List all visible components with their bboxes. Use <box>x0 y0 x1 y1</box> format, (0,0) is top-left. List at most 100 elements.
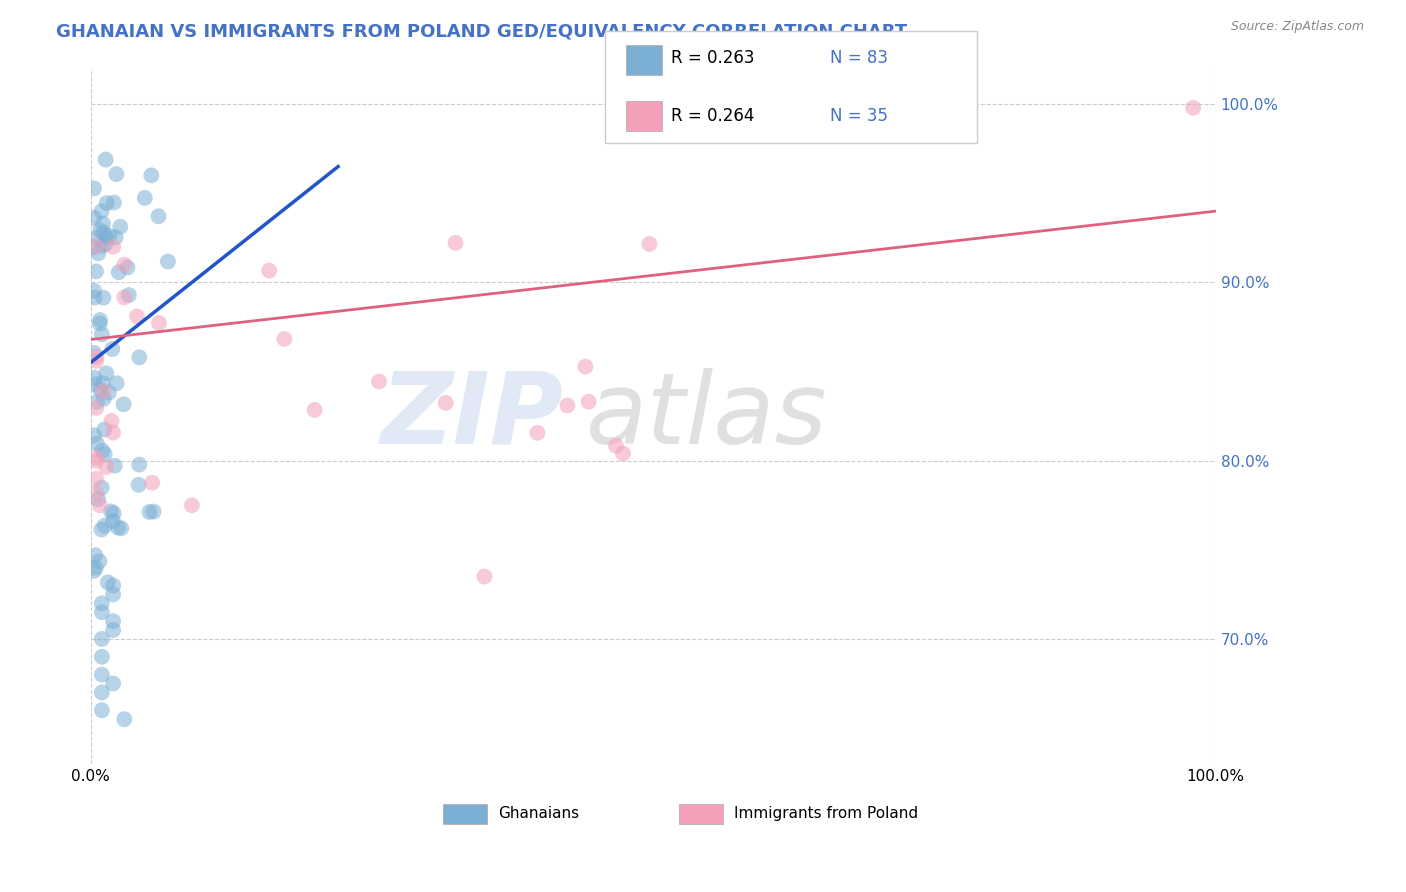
Point <box>117 260 139 275</box>
Point <box>368 375 391 389</box>
Point <box>83 181 105 195</box>
FancyBboxPatch shape <box>679 804 723 824</box>
Point <box>90 523 112 537</box>
Point <box>444 235 467 250</box>
Point <box>101 578 124 592</box>
Point <box>128 478 150 492</box>
Text: R = 0.263: R = 0.263 <box>671 49 754 67</box>
Point <box>97 575 120 590</box>
Point <box>101 240 124 254</box>
Point <box>101 587 124 601</box>
Point <box>90 204 112 219</box>
Point <box>110 219 132 234</box>
Point <box>578 394 600 409</box>
Point <box>84 486 107 500</box>
Point <box>93 291 115 305</box>
Point <box>90 481 112 495</box>
Point <box>83 346 105 360</box>
Point <box>91 384 114 399</box>
Point <box>93 226 115 240</box>
Point <box>474 569 496 583</box>
Point <box>90 649 112 664</box>
Point <box>107 520 129 534</box>
Point <box>138 505 160 519</box>
Point <box>91 217 114 231</box>
Point <box>83 564 105 578</box>
Point <box>101 514 124 528</box>
Point <box>101 676 124 690</box>
Point <box>90 327 112 342</box>
Text: N = 83: N = 83 <box>830 49 887 67</box>
Point <box>125 310 148 324</box>
Text: R = 0.264: R = 0.264 <box>671 107 754 125</box>
Point <box>93 423 115 437</box>
Point <box>90 605 112 619</box>
Point <box>128 351 150 365</box>
Point <box>93 518 115 533</box>
Text: GHANAIAN VS IMMIGRANTS FROM POLAND GED/EQUIVALENCY CORRELATION CHART: GHANAIAN VS IMMIGRANTS FROM POLAND GED/E… <box>56 22 907 40</box>
Point <box>526 425 548 440</box>
Text: Immigrants from Poland: Immigrants from Poland <box>734 806 918 822</box>
Point <box>86 395 108 409</box>
Point <box>83 211 105 225</box>
Point <box>118 288 141 302</box>
Point <box>100 504 122 518</box>
Point <box>93 392 115 406</box>
Point <box>101 614 124 628</box>
Point <box>90 596 112 610</box>
Point <box>148 209 170 223</box>
Point <box>112 712 135 726</box>
Point <box>84 377 107 392</box>
Point <box>84 450 107 465</box>
Point <box>141 475 163 490</box>
Point <box>90 632 112 646</box>
Point <box>93 447 115 461</box>
Point <box>91 376 114 391</box>
Text: atlas: atlas <box>586 368 827 465</box>
Point <box>86 230 108 244</box>
Point <box>101 623 124 637</box>
Text: N = 35: N = 35 <box>830 107 887 125</box>
Point <box>83 240 105 254</box>
Text: ZIP: ZIP <box>380 368 564 465</box>
Point <box>112 258 135 272</box>
Point <box>128 458 150 472</box>
Point <box>84 264 107 278</box>
Point <box>257 263 280 277</box>
Point <box>84 354 107 368</box>
Point <box>101 342 124 356</box>
Point <box>105 376 128 391</box>
Point <box>638 236 661 251</box>
Point <box>134 191 156 205</box>
Point <box>94 236 117 251</box>
Point <box>83 370 105 384</box>
Point <box>84 401 107 415</box>
FancyBboxPatch shape <box>443 804 486 824</box>
Point <box>612 446 634 460</box>
Point <box>91 238 114 252</box>
Point <box>103 195 125 210</box>
Point <box>100 414 122 428</box>
Point <box>90 685 112 699</box>
Point <box>84 472 107 486</box>
Point <box>83 284 105 298</box>
Point <box>605 439 627 453</box>
Point <box>89 317 111 331</box>
Point <box>89 554 111 568</box>
Point <box>84 454 107 468</box>
Point <box>180 498 202 512</box>
Text: Ghanaians: Ghanaians <box>498 806 579 822</box>
Point <box>97 385 120 400</box>
Point <box>112 290 135 304</box>
Point <box>84 548 107 562</box>
Point <box>273 332 295 346</box>
Point <box>83 428 105 442</box>
Point <box>156 254 179 268</box>
Point <box>89 223 111 237</box>
Point <box>142 505 165 519</box>
Point <box>91 443 114 458</box>
Point <box>96 366 118 380</box>
Point <box>1182 101 1205 115</box>
Text: Source: ZipAtlas.com: Source: ZipAtlas.com <box>1230 20 1364 33</box>
Point <box>89 383 111 397</box>
